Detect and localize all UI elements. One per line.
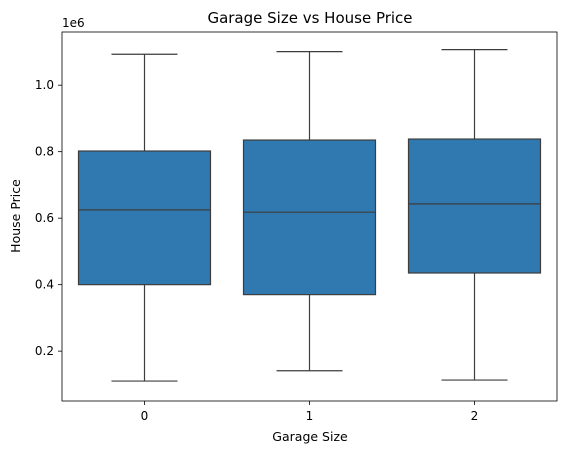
chart-title: Garage Size vs House Price (207, 9, 412, 27)
y-axis: 0.2 0.4 0.6 0.8 1.0 (35, 78, 62, 358)
box-2 (407, 49, 542, 381)
box-group (77, 49, 542, 382)
box-iqr (242, 139, 377, 296)
y-tick-label: 0.6 (35, 211, 54, 225)
box-iqr (407, 138, 542, 274)
x-tick-label: 1 (306, 409, 314, 423)
box-0 (77, 53, 212, 382)
x-axis: 0 1 2 (141, 401, 479, 423)
y-tick-label: 0.4 (35, 278, 54, 292)
y-offset-label: 1e6 (62, 16, 85, 30)
box-iqr (77, 150, 212, 286)
y-axis-label: House Price (8, 179, 23, 253)
x-tick-label: 2 (471, 409, 479, 423)
x-tick-label: 0 (141, 409, 149, 423)
y-tick-label: 0.8 (35, 145, 54, 159)
y-tick-label: 1.0 (35, 78, 54, 92)
x-axis-label: Garage Size (272, 429, 348, 444)
box-1 (242, 51, 377, 372)
y-tick-label: 0.2 (35, 344, 54, 358)
